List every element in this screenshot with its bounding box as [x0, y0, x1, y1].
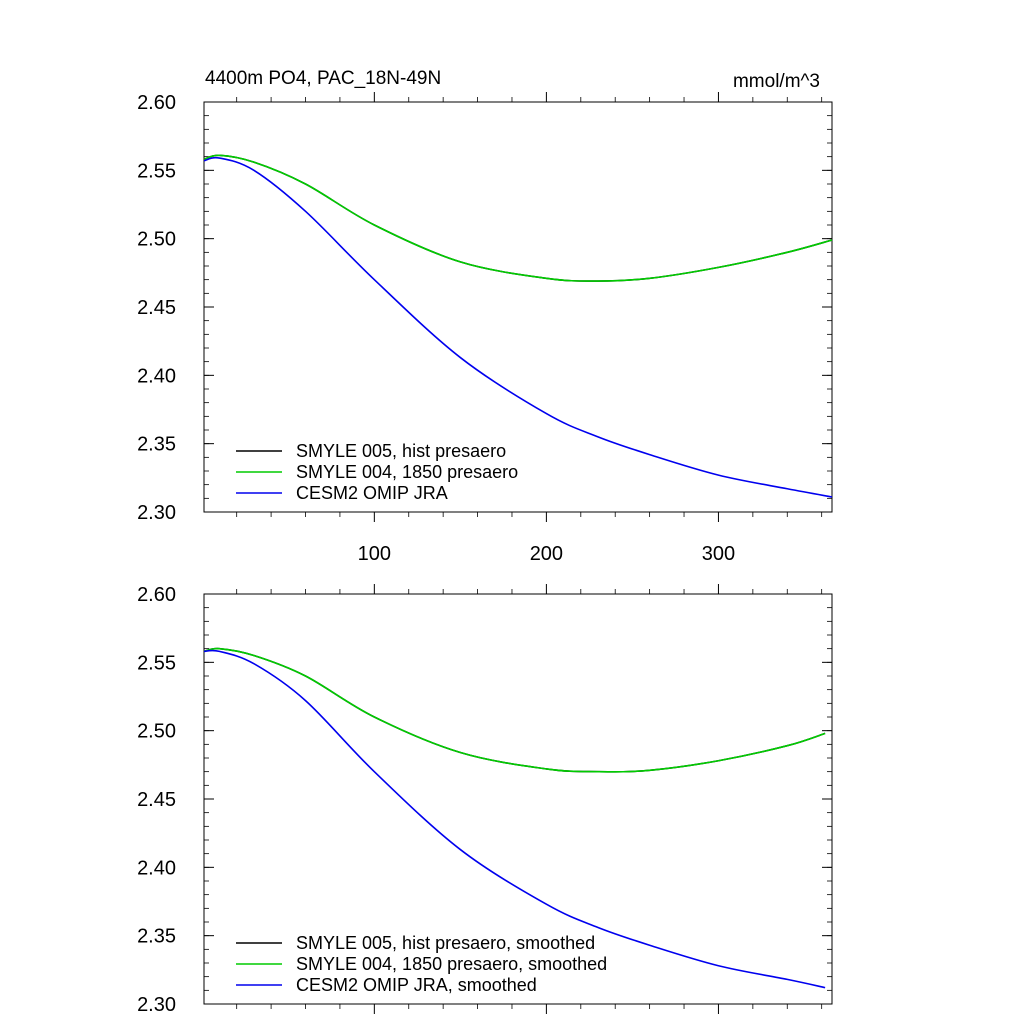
y-tick-label: 2.45	[137, 297, 176, 319]
y-tick-label: 2.35	[137, 926, 176, 948]
series-group	[203, 647, 826, 989]
y-tick-label: 2.35	[137, 434, 176, 456]
y-tick-label: 2.55	[137, 160, 176, 182]
legend-label: CESM2 OMIP JRA, smoothed	[296, 975, 537, 995]
series-group	[203, 154, 833, 498]
x-tick-label: 100	[358, 543, 391, 565]
legend-label: SMYLE 005, hist presaero, smoothed	[296, 933, 595, 953]
legend-label: SMYLE 005, hist presaero	[296, 441, 506, 461]
y-tick-label: 2.50	[137, 721, 176, 743]
units-label: mmol/m^3	[733, 71, 820, 92]
y-tick-label: 2.55	[137, 652, 176, 674]
y-tick-label: 2.45	[137, 789, 176, 811]
x-tick-label: 200	[530, 543, 563, 565]
legend-label: CESM2 OMIP JRA	[296, 483, 448, 503]
y-tick-label: 2.60	[137, 92, 176, 114]
y-tick-label: 2.40	[137, 365, 176, 387]
series-line	[203, 647, 826, 773]
legend: SMYLE 005, hist presaero, smoothedSMYLE …	[236, 933, 607, 995]
y-tick-label: 2.30	[137, 502, 176, 524]
series-line	[203, 647, 826, 773]
legend-label: SMYLE 004, 1850 presaero	[296, 462, 518, 482]
series-line	[203, 154, 833, 282]
tick-group: 2.60 2.55 2.50 2.45 2.40 2.35 2.30	[137, 584, 832, 1016]
x-tick-label: 300	[702, 543, 735, 565]
series-line	[203, 156, 833, 498]
y-tick-label: 2.40	[137, 857, 176, 879]
chart-title: 4400m PO4, PAC_18N-49N	[205, 68, 441, 89]
y-tick-label: 2.60	[137, 584, 176, 606]
series-line	[203, 649, 826, 989]
legend-label: SMYLE 004, 1850 presaero, smoothed	[296, 954, 607, 974]
tick-group: 2.60 2.55 2.50 2.45 2.40 2.35 2.30 100 200 300	[137, 92, 832, 565]
y-tick-label: 2.50	[137, 229, 176, 251]
bottom-panel: 2.60 2.55 2.50 2.45 2.40 2.35 2.30 SMYLE 005, …	[137, 584, 833, 1016]
top-panel: 4400m PO4, PAC_18N-49N mmol/m^3 2.60 2.55…	[137, 68, 833, 565]
y-tick-label: 2.30	[137, 994, 176, 1016]
series-line	[203, 154, 833, 282]
